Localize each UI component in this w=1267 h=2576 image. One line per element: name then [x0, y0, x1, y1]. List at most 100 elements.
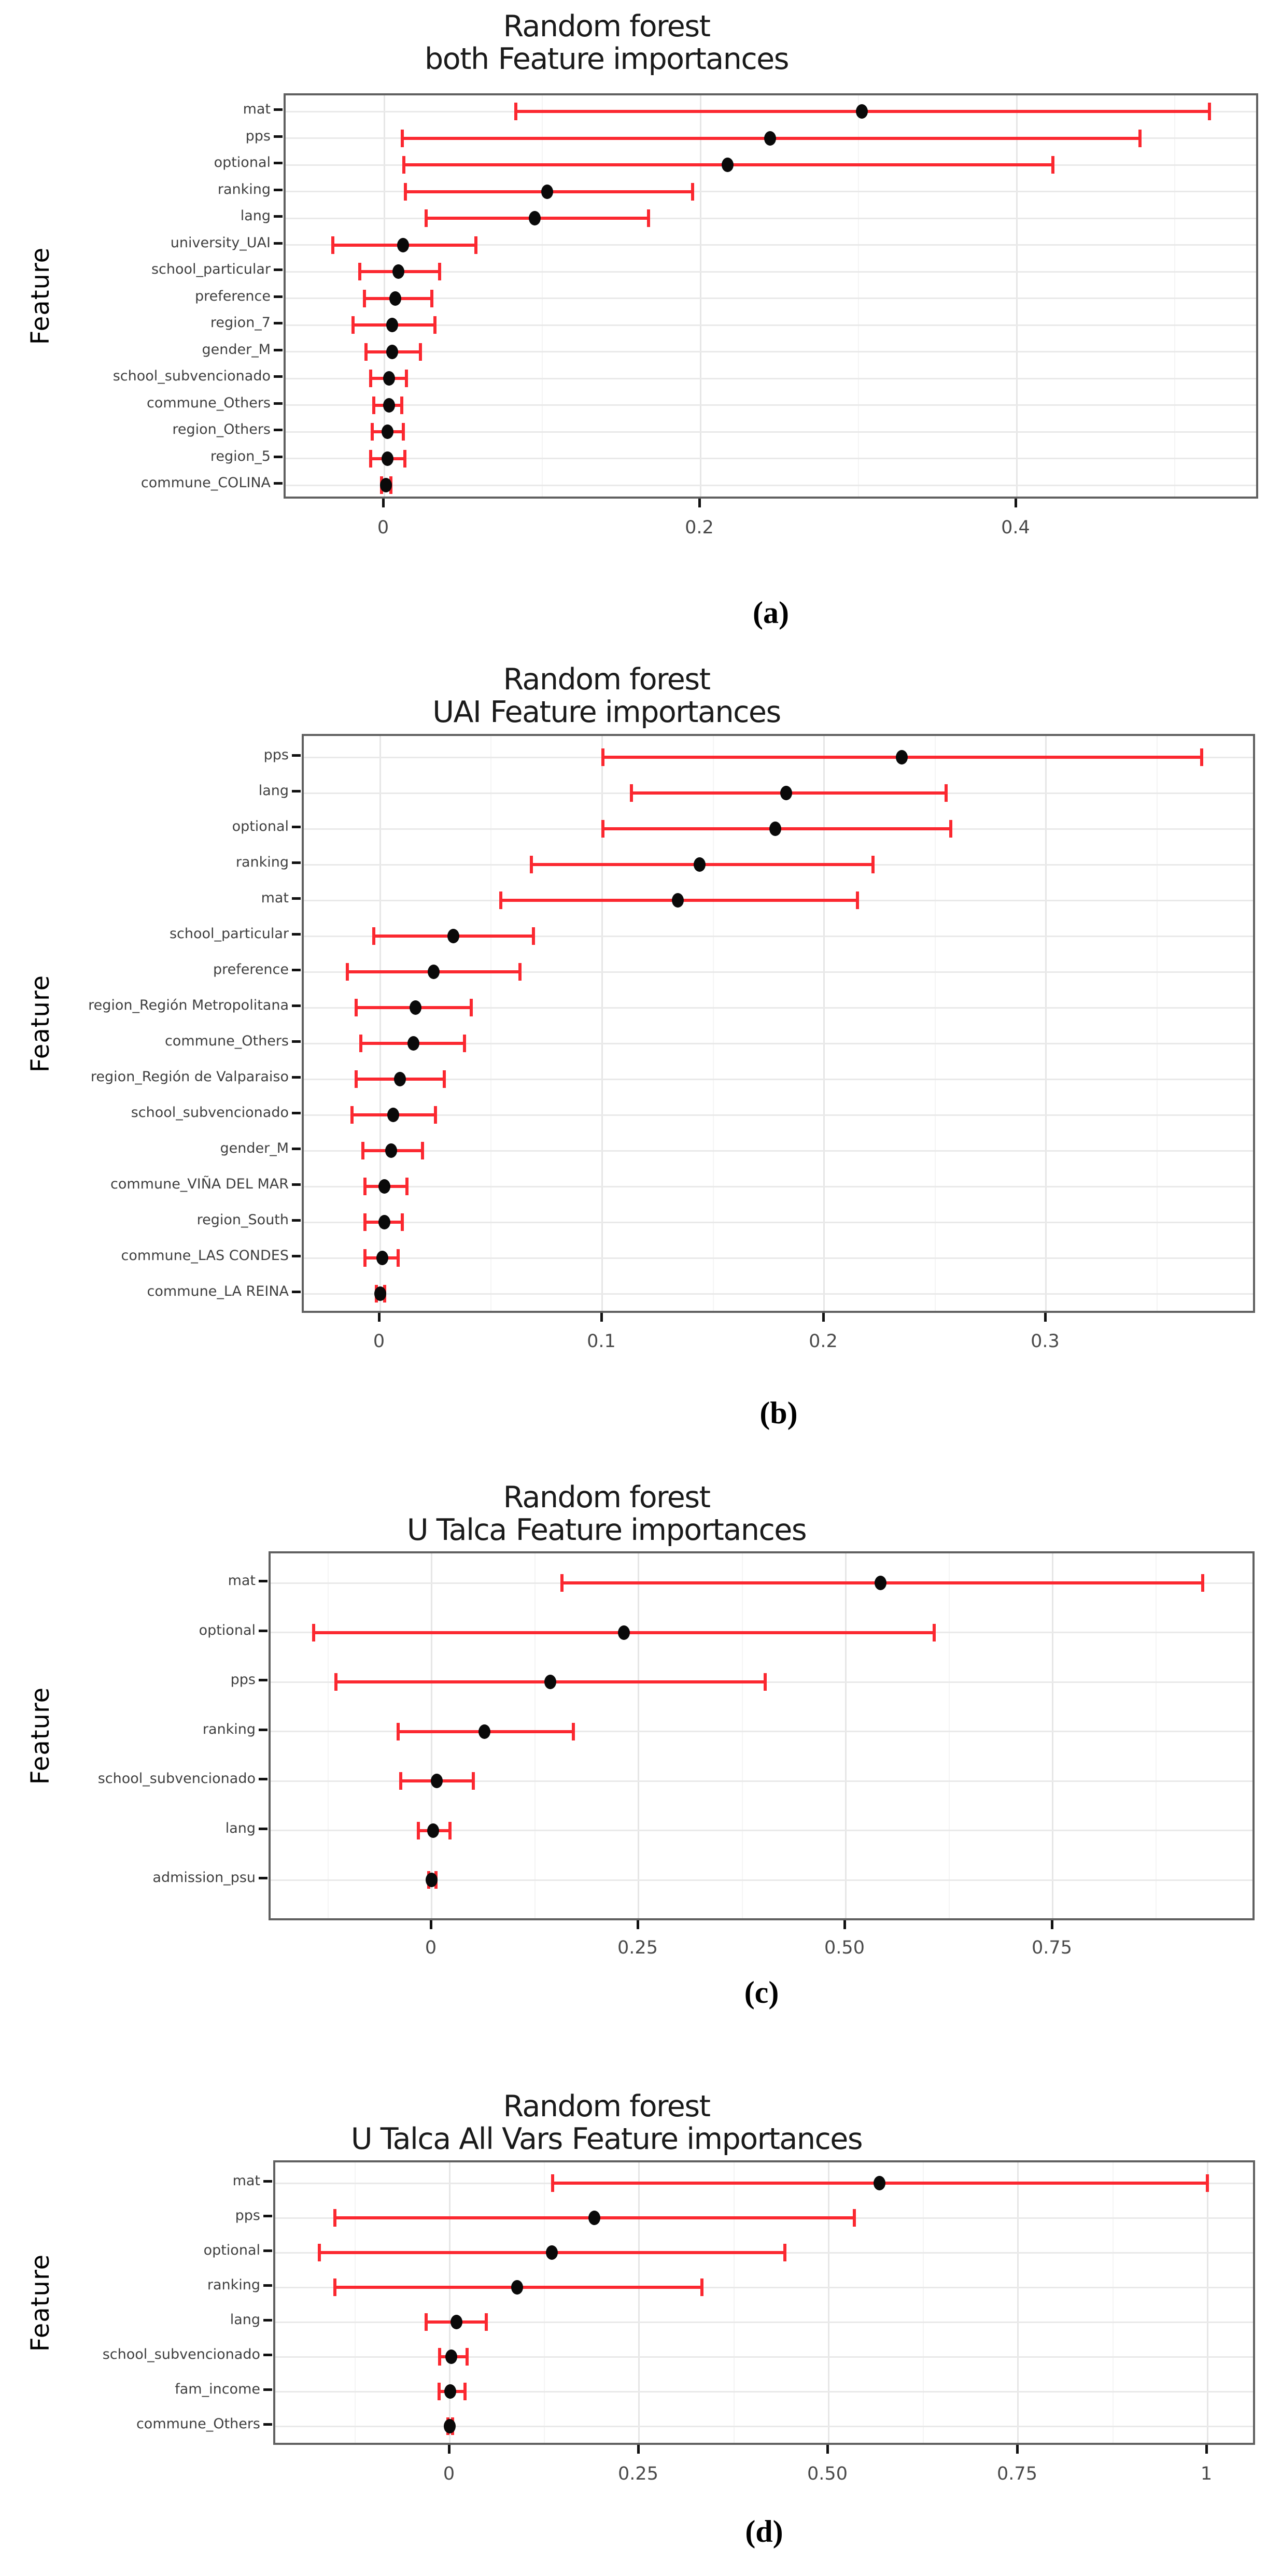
error-bar-cap-right [463, 1035, 466, 1052]
row-gridline [286, 485, 1256, 486]
data-point-dot [780, 786, 792, 800]
data-point-dot [410, 1000, 421, 1015]
error-bar-cap-right [1138, 130, 1142, 147]
error-bar-cap-right [474, 236, 477, 254]
y-tick-mark [274, 402, 283, 405]
data-point-dot [376, 1251, 388, 1265]
y-category-label: commune_LA REINA [147, 1283, 289, 1299]
row-gridline [271, 1830, 1252, 1831]
row-gridline [286, 218, 1256, 219]
y-tick-mark [263, 2215, 272, 2217]
row-gridline [304, 1079, 1253, 1080]
error-bar-cap-right [1051, 156, 1054, 174]
chart-subtitle: U Talca All Vars Feature importances [244, 2123, 969, 2156]
error-bar-cap-left [425, 2313, 428, 2331]
error-bar-cap-left [551, 2174, 554, 2192]
error-bar-cap-left [601, 820, 604, 838]
error-bar-cap-right [463, 2383, 467, 2400]
error-bar-cap-left [499, 891, 502, 909]
y-tick-mark [292, 1112, 301, 1114]
row-gridline [286, 324, 1256, 326]
data-point-dot [444, 2384, 456, 2399]
error-bar-cap-right [405, 1178, 409, 1195]
error-bar-cap-right [518, 963, 522, 981]
error-bar-cap-left [402, 156, 405, 174]
y-tick-mark [259, 1679, 268, 1681]
error-bar-cap-right [466, 2348, 469, 2366]
data-point-dot [444, 2419, 456, 2433]
chart-subtitle-prefix: UAI [432, 695, 482, 729]
y-category-label: region_Others [172, 421, 271, 437]
error-bar-cap-left [359, 1035, 362, 1052]
y-category-label: optional [232, 818, 289, 834]
y-category-label: mat [228, 1573, 256, 1589]
data-point-dot [378, 1179, 390, 1194]
data-point-dot [389, 291, 401, 306]
y-category-label: university_UAI [170, 235, 271, 251]
row-gridline [286, 351, 1256, 352]
error-bar-cap-right [485, 2313, 488, 2331]
y-tick-mark [259, 1580, 268, 1582]
y-tick-mark [292, 1076, 301, 1079]
y-category-label: school_particular [169, 926, 289, 942]
y-tick-mark [274, 135, 283, 138]
x-tick-label: 0.2 [685, 517, 714, 538]
y-category-label: pps [230, 1672, 256, 1688]
data-point-dot [588, 2211, 600, 2225]
x-tick-mark [1044, 1313, 1047, 1322]
y-tick-mark [263, 2354, 272, 2356]
error-bar-cap-right [405, 370, 408, 387]
data-point-dot [386, 318, 398, 332]
error-bar-cap-right [402, 423, 405, 441]
y-category-label: commune_COLINA [140, 475, 271, 491]
y-category-label: pps [245, 128, 271, 144]
data-point-dot [385, 1143, 397, 1158]
y-category-label: ranking [217, 181, 271, 197]
error-bar-cap-right [945, 784, 948, 802]
data-point-dot [478, 1724, 490, 1739]
error-bar-cap-right [647, 209, 650, 227]
chart-title-line1: Random forest [503, 662, 711, 697]
chart-title-line1: Random forest [503, 1480, 711, 1515]
y-category-label: lang [240, 208, 271, 224]
grid-line-minor [923, 2162, 924, 2443]
grid-line-major [845, 1553, 847, 1918]
plot-panel [284, 93, 1258, 499]
y-tick-mark [263, 2423, 272, 2426]
y-tick-mark [292, 897, 301, 900]
y-category-label: admission_psu [152, 1870, 256, 1886]
y-axis-title: Feature [26, 2254, 55, 2352]
data-point-dot [386, 345, 398, 359]
error-bar-cap-left [371, 423, 374, 441]
chart-title: Random forest UAI Feature importances [244, 663, 969, 729]
y-category-label: optional [203, 2242, 260, 2258]
y-category-label: preference [213, 961, 289, 978]
data-point-dot [378, 1215, 390, 1229]
y-tick-mark [274, 322, 283, 324]
error-bar-cap-left [363, 1213, 367, 1231]
row-gridline [271, 1879, 1252, 1881]
error-bar-cap-left [372, 397, 375, 414]
grid-line-minor [742, 1553, 743, 1918]
chart-title-line1: Random forest [503, 2089, 711, 2124]
y-tick-mark [292, 1291, 301, 1293]
grid-line-major [449, 2162, 451, 2443]
x-tick-label: 0.50 [824, 1937, 865, 1958]
chart-subtitle-prefix: U Talca [406, 1513, 507, 1547]
error-bar-cap-left [312, 1624, 315, 1641]
y-tick-mark [274, 349, 283, 351]
grid-line-major [601, 736, 603, 1311]
grid-line-major [828, 2162, 829, 2443]
error-bar-cap-right [434, 1106, 437, 1124]
y-category-label: commune_Others [136, 2416, 260, 2432]
x-tick-label: 1 [1200, 2464, 1213, 2484]
row-gridline [304, 1007, 1253, 1009]
y-category-label: school_subvencionado [131, 1105, 289, 1121]
error-bar-cap-left [369, 450, 372, 468]
error-bar-cap-left [333, 2278, 336, 2296]
data-point-dot [511, 2280, 523, 2295]
chart-subtitle-main: Feature importances [571, 2122, 863, 2156]
y-tick-mark [263, 2388, 272, 2391]
